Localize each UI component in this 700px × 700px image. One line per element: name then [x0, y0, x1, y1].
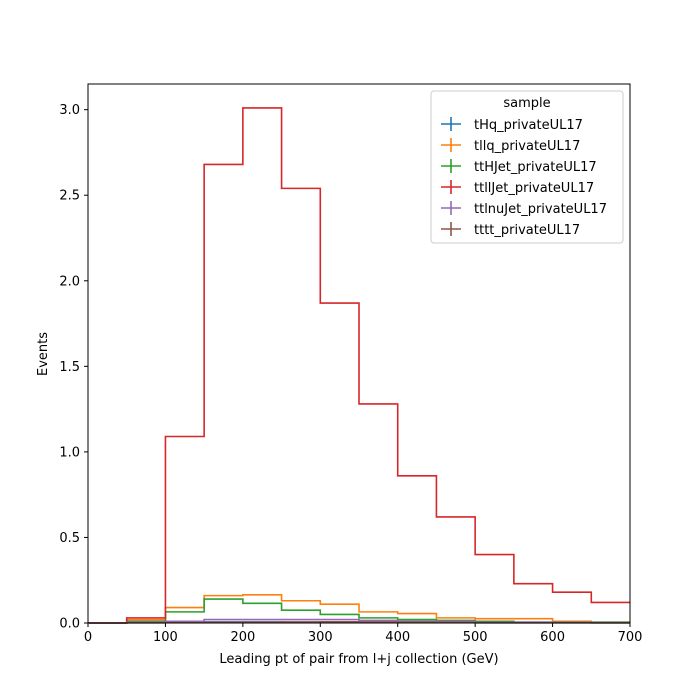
x-tick-label: 600	[540, 630, 565, 645]
legend-label: tllq_privateUL17	[474, 139, 580, 154]
legend-entry: ttHJet_privateUL17	[441, 159, 597, 175]
legend-label: ttHJet_privateUL17	[474, 160, 597, 175]
series-line-tllq-privateul17	[88, 593, 630, 624]
y-tick-label: 1.0	[59, 445, 80, 460]
plot-frame	[87, 83, 631, 624]
x-tick-label: 100	[153, 630, 178, 645]
legend-entry: ttllJet_privateUL17	[441, 180, 594, 196]
y-tick-label: 0.0	[59, 617, 80, 632]
legend-label: tttt_privateUL17	[474, 223, 580, 238]
y-axis-ticks: 0.0 0.5 1.0 1.5 2.0 2.5 3.0	[59, 103, 88, 632]
x-axis-label: Leading pt of pair from l+j collection (…	[219, 652, 498, 667]
legend-title: sample	[503, 96, 550, 111]
y-tick-label: 1.5	[59, 360, 80, 375]
y-axis-label: Events	[36, 332, 51, 376]
legend-label: ttlnuJet_privateUL17	[474, 202, 607, 217]
x-axis-ticks: 0 100 200 300 400 500 600 700	[84, 623, 643, 645]
series-line-ttlljet-privateul17	[88, 107, 630, 624]
legend-label: ttllJet_privateUL17	[474, 181, 594, 196]
legend: sample tHq_privateUL17 tllq_privateUL17tt…	[430, 90, 624, 244]
y-tick-label: 2.0	[59, 274, 80, 289]
x-tick-label: 0	[84, 630, 92, 645]
y-tick-label: 2.5	[59, 189, 80, 204]
legend-box	[430, 90, 624, 244]
x-tick-label: 400	[385, 630, 410, 645]
series-line-tthjet-privateul17	[88, 598, 630, 624]
legend-entry: tHq_privateUL17	[441, 117, 583, 133]
legend-entries: tHq_privateUL17 tllq_privateUL17 ttHJet_pr…	[441, 117, 607, 238]
x-tick-label: 300	[308, 630, 333, 645]
legend-entry: tllq_privateUL17	[441, 138, 580, 154]
x-tick-label: 500	[463, 630, 488, 645]
y-tick-label: 0.5	[59, 531, 80, 546]
legend-entry: tttt_privateUL17	[441, 222, 580, 238]
x-tick-label: 700	[618, 630, 643, 645]
y-tick-label: 3.0	[59, 103, 80, 118]
x-tick-label: 200	[230, 630, 255, 645]
legend-label: tHq_privateUL17	[474, 118, 583, 133]
legend-entry: ttlnuJet_privateUL17	[441, 201, 607, 217]
